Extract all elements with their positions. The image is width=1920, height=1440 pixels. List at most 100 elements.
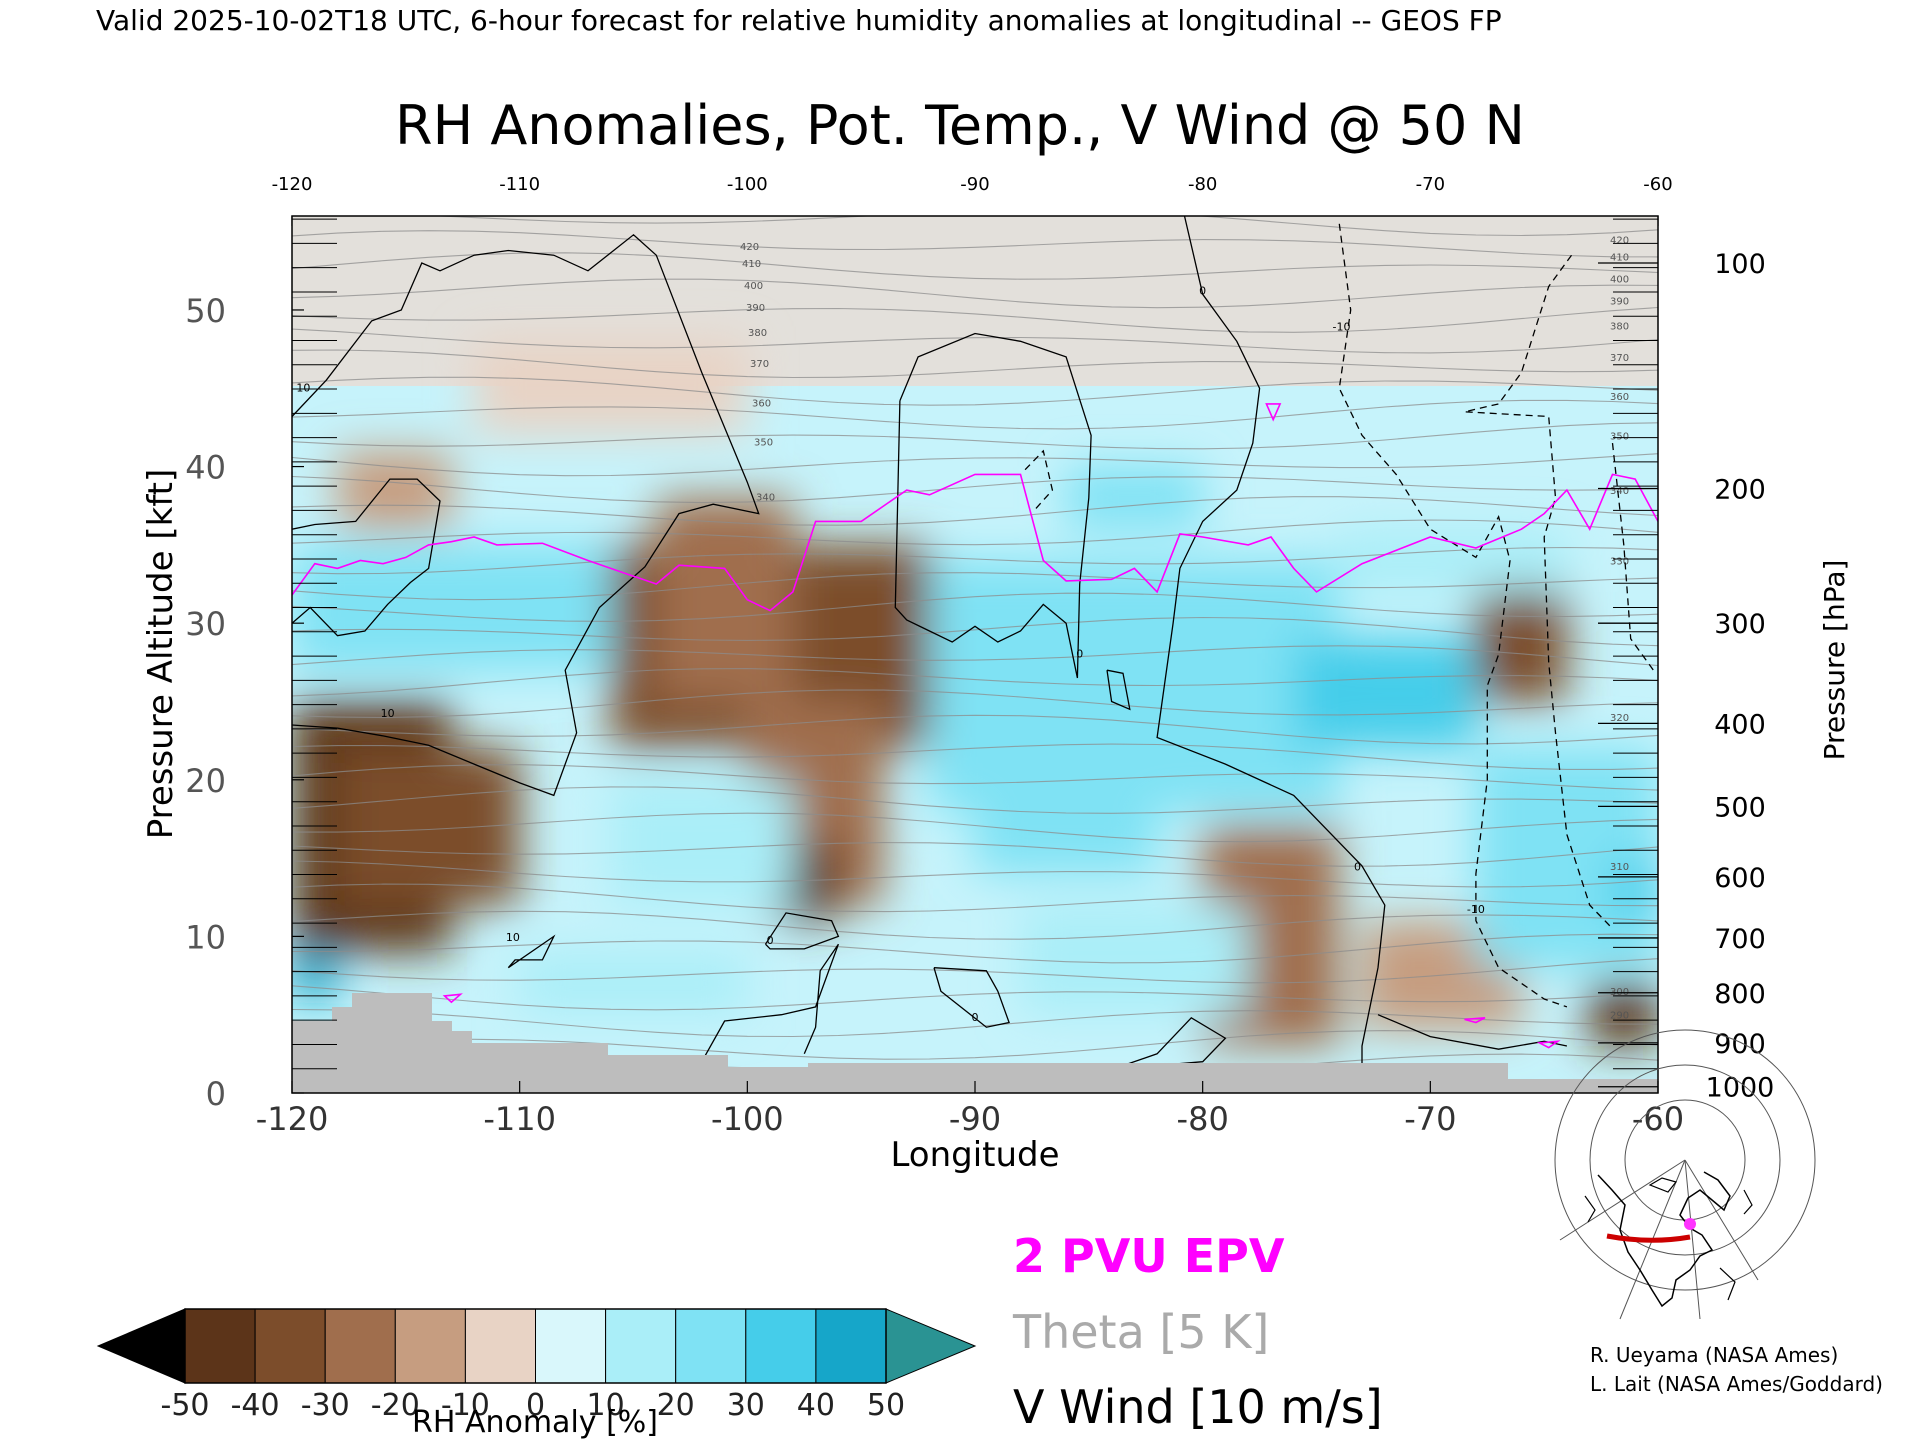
- theta-label: 410: [1610, 253, 1629, 264]
- theta-contour: [292, 453, 1658, 477]
- theta-contour: [292, 230, 1658, 258]
- theta-contour: [292, 252, 1658, 280]
- pv-contour-loop: [1536, 1040, 1561, 1049]
- x-tick-label: -70: [1404, 1100, 1456, 1138]
- colorbar-cell: [394, 1308, 466, 1384]
- theta-contour: [292, 668, 1658, 697]
- colorbar-tick-label: 0: [526, 1388, 545, 1423]
- theta-label: 400: [744, 281, 763, 292]
- theta-label: 400: [1610, 275, 1629, 286]
- colorbar-cell: [675, 1308, 747, 1384]
- anomaly-patch: [292, 952, 338, 1000]
- top-tick-label: -70: [1416, 174, 1445, 195]
- anomaly-patch: [1339, 529, 1567, 592]
- theta-contour: [292, 645, 1658, 667]
- colorbar-ticks: -50 -40 -30 -20 -10 0 10 20 30 40 50: [161, 1388, 906, 1423]
- theta-contour: [292, 572, 1658, 601]
- theta-label: 380: [748, 328, 767, 339]
- wind-contour: [507, 934, 556, 969]
- pressure-tick-label: 800: [1714, 979, 1766, 1010]
- x-tick-label: -60: [1632, 1100, 1684, 1138]
- wind-contour-label: -10: [1333, 320, 1351, 333]
- legend-vwind: V Wind [10 m/s]: [1013, 1380, 1383, 1434]
- colorbar-frame: [184, 1308, 887, 1384]
- top-tick-label: -120: [272, 174, 313, 195]
- colorbar-tick-label: 50: [867, 1388, 905, 1423]
- locator-map-latitude-circle: [1589, 1064, 1781, 1256]
- theta-contour: [292, 1030, 1658, 1060]
- wind-contour: [1464, 254, 1613, 930]
- colorbar-cell: [605, 1308, 677, 1384]
- theta-contour: [292, 714, 1658, 745]
- pressure-tick-label: 600: [1714, 863, 1766, 894]
- theta-label: 350: [754, 438, 773, 449]
- locator-map-point: [1684, 1218, 1696, 1230]
- x-tick-label: -120: [256, 1100, 329, 1138]
- theta-label: 420: [740, 242, 759, 253]
- theta-contour: [292, 910, 1658, 940]
- theta-contour: [292, 933, 1658, 964]
- wind-contour-label: 0: [972, 1011, 979, 1024]
- pv-contour: [292, 473, 1658, 612]
- colorbar-tick-label: -30: [301, 1388, 350, 1423]
- wind-contour-label: 0: [1199, 284, 1206, 297]
- pressure-tick-label: 500: [1714, 792, 1766, 823]
- theta-contour: [292, 519, 1658, 546]
- top-tick-labels: -120 -110 -100 -90 -80 -70 -60: [272, 174, 1673, 226]
- theta-contour: [292, 958, 1658, 984]
- theta-label: 360: [752, 398, 771, 409]
- theta-label: 420: [1610, 235, 1629, 246]
- colorbar-tick-label: 10: [587, 1388, 625, 1423]
- wind-contour: [1611, 443, 1654, 671]
- y-tick-label: 10: [185, 918, 226, 956]
- theta-label: 320: [1610, 713, 1629, 724]
- anomaly-patch: [1293, 638, 1476, 749]
- wind-contour: [1106, 669, 1131, 711]
- colorbar-label: RH Anomaly [%]: [412, 1405, 658, 1440]
- terrain: [292, 993, 1508, 1093]
- pressure-tick-label: 400: [1714, 709, 1766, 740]
- theta-label: 330: [1610, 557, 1629, 568]
- colorbar-under-arrow: [96, 1308, 186, 1384]
- top-tick-label: -100: [727, 174, 768, 195]
- wind-contour: [1024, 449, 1054, 511]
- theta-contour: [292, 812, 1658, 843]
- credit-line-1: R. Ueyama (NASA Ames): [1590, 1343, 1838, 1367]
- pressure-tick-label: 1000: [1706, 1073, 1775, 1104]
- anomaly-field: [292, 341, 1658, 1047]
- legend-theta: Theta [5 K]: [1012, 1305, 1269, 1359]
- theta-contour: [292, 592, 1658, 622]
- locator-map-latitude-circle: [1554, 1029, 1816, 1291]
- theta-label: 390: [746, 303, 765, 314]
- wind-contour-label: 0: [1354, 861, 1361, 874]
- wind-contours: 10 10 10 0 0 0 0 0 -10 -10: [292, 216, 1654, 1093]
- locator-map: [1554, 1029, 1816, 1320]
- pressure-tick-label: 100: [1714, 249, 1766, 280]
- colorbar-over-arrow: [885, 1308, 977, 1384]
- top-tick-label: -80: [1188, 174, 1217, 195]
- plot-area: 4204104003903803703603503403303203103002…: [292, 216, 1658, 1093]
- colorbar-tick-label: -20: [371, 1388, 420, 1423]
- anomaly-patch: [337, 748, 520, 906]
- theta-contour: [292, 985, 1658, 1011]
- credit-line-2: L. Lait (NASA Ames/Goddard): [1590, 1372, 1883, 1396]
- pressure-axis-label: Pressure [hPa]: [1818, 560, 1851, 761]
- top-tick-label: -60: [1643, 174, 1672, 195]
- pressure-tick-label: 700: [1714, 924, 1766, 955]
- chart-title: RH Anomalies, Pot. Temp., V Wind @ 50 N: [395, 94, 1525, 157]
- locator-map-meridian: [1684, 1159, 1701, 1320]
- locator-map-coastline: [1597, 1171, 1731, 1308]
- theta-label: 290: [1610, 1011, 1629, 1022]
- locator-map-meridian: [1559, 1159, 1686, 1241]
- locator-map-section-line: [1606, 1233, 1691, 1243]
- colorbar-cells: [184, 1308, 887, 1384]
- theta-label: 340: [1610, 486, 1629, 497]
- pressure-tick-label: 300: [1714, 609, 1766, 640]
- anomaly-patch: [474, 341, 748, 436]
- wind-contour-label: 10: [296, 381, 310, 394]
- theta-contour: [292, 689, 1658, 719]
- colorbar-tick-label: -40: [231, 1388, 280, 1423]
- y-axis-ticks: 0 10 20 30 40 50: [185, 292, 304, 1113]
